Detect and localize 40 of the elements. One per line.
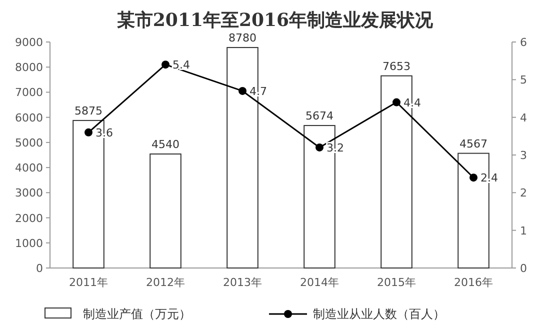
x-tick-label: 2016年 [454,276,493,289]
legend-label: 制造业产值（万元） [83,307,191,321]
y-tick-label: 8000 [15,61,43,74]
data-label: 4567 [460,137,488,150]
y-tick-label: 7000 [15,86,43,100]
legend-label: 制造业从业人数（百人） [313,307,445,321]
data-label: 5674 [306,110,334,123]
y-tick-label: 3000 [15,186,43,200]
y2-tick-label: 4 [520,111,527,124]
x-tick-label: 2013年 [223,276,262,289]
point [470,174,478,182]
data-label: 5875 [74,104,102,118]
x-tick-label: 2012年 [146,276,185,289]
bar [150,153,182,268]
x-tick-label: 2014年 [300,276,339,289]
y-tick-label: 1000 [15,236,43,250]
data-label: 4540 [152,138,180,151]
data-label: 5.4 [172,58,190,72]
y2-tick-label: 1 [520,224,527,238]
point [238,86,246,95]
x-tick-label: 2015年 [377,276,416,289]
y2-tick-label: 0 [520,262,527,275]
data-label: 8780 [228,32,256,45]
y-tick-label: 6000 [15,111,43,124]
point [162,60,170,69]
y-tick-label: 0 [36,262,43,275]
x-tick-label: 2011年 [69,276,108,289]
y-tick-label: 4000 [15,162,43,175]
data-label: 7653 [382,60,410,73]
y2-tick-label: 3 [520,149,527,162]
y2-tick-label: 2 [520,186,527,200]
y2-tick-label: 5 [520,74,527,87]
y-tick-label: 9000 [15,36,43,49]
point [84,128,92,136]
y-tick-label: 5000 [15,136,43,150]
y-tick-label: 2000 [15,212,43,225]
point [392,98,400,106]
point [316,143,324,152]
y2-tick-label: 6 [520,36,527,49]
chart-title: 某市2011年至2016年制造业发展状况 [116,10,434,31]
